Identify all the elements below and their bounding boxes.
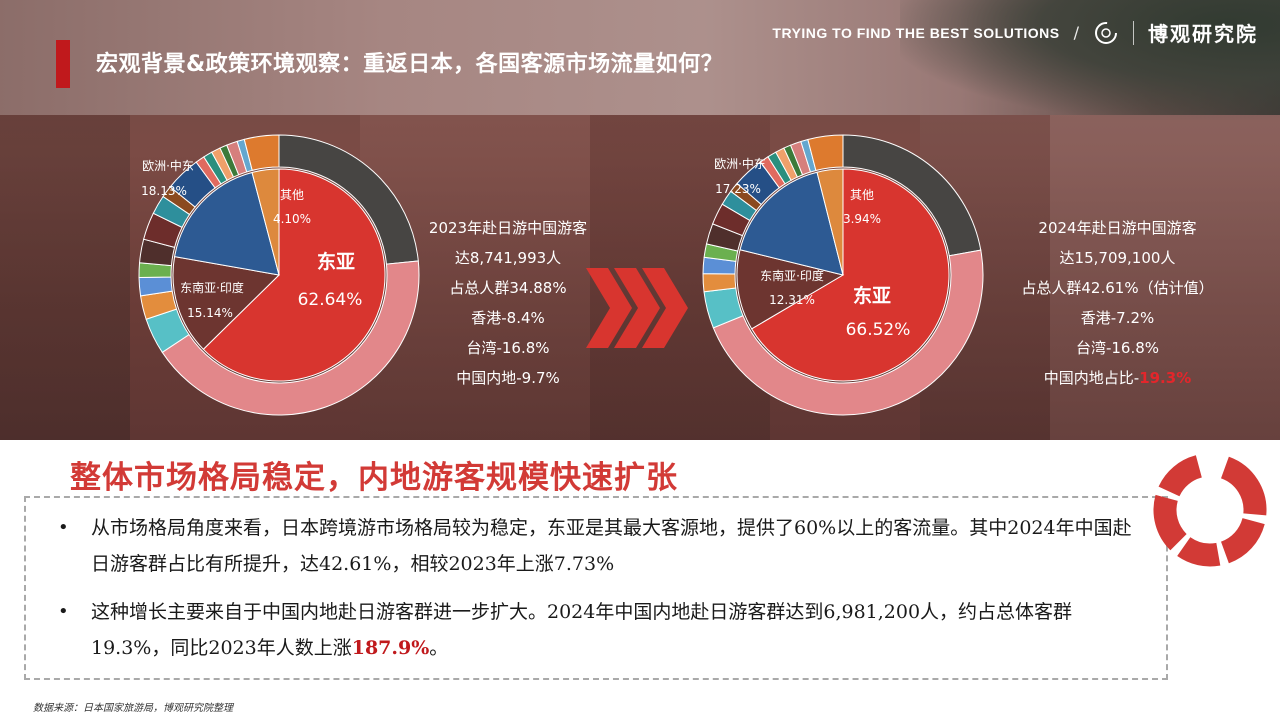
info-2024-line1: 2024年赴日游中国游客 [1038,219,1197,237]
bullet-2-text: 这种增长主要来自于中国内地赴日游客群进一步扩大。2024年中国内地赴日游客群达到… [91,601,1073,659]
pct-dongya-2024: 66.52% [846,320,911,340]
info-2024: 2024年赴日游中国游客 达15,709,100人 占总人群42.61%（估计值… [1000,213,1235,393]
brand-separator: / [1073,23,1079,42]
label-other-2024: 其他 [850,188,874,202]
bullet-2: • 这种增长主要来自于中国内地赴日游客群进一步扩大。2024年中国内地赴日游客群… [58,594,1148,666]
brand-name: 博观研究院 [1148,22,1258,46]
pct-sea-2024: 12.31% [769,293,815,307]
info-2023: 2023年赴日游中国游客 达8,741,993人 占总人群34.88% 香港-8… [408,213,608,393]
info-2023-line3: 占总人群34.88% [449,279,567,297]
info-2024-line3: 占总人群42.61%（估计值） [1021,279,1214,297]
brand-tagline: TRYING TO FIND THE BEST SOLUTIONS [772,24,1060,41]
summary-box [24,496,1168,680]
label-eu-2024: 欧洲·中东 [714,156,766,171]
inner-slice-other [816,168,844,276]
decorative-ring-icon [1153,455,1267,567]
info-2023-line6: 中国内地-9.7% [456,369,560,387]
photo-tile-wave [1050,115,1280,440]
pct-other-2024: 3.94% [843,212,881,226]
pct-sea-2023: 15.14% [187,306,233,320]
inner-slice-eu [174,171,280,276]
pct-eu-2024: 17.23% [715,182,761,196]
mountain-photo [900,0,1280,120]
outer-slice-1 [712,249,984,416]
outer-slice-17 [807,134,844,172]
label-sea-2023: 东南亚·印度 [180,280,244,295]
info-2023-line4: 香港-8.4% [471,309,545,327]
inner-slice-dongya [751,168,950,382]
bullet-marker: • [58,601,69,622]
summary-bullets: • 从市场格局角度来看，日本跨境游市场格局较为稳定，东亚是其最大客源地，提供了6… [58,510,1148,678]
ring-segment-0 [1220,456,1267,516]
info-2024-line2: 达15,709,100人 [1059,249,1176,267]
ring-center [1190,490,1230,530]
ring-segment-1 [1220,518,1265,564]
bullet-1: • 从市场格局角度来看，日本跨境游市场格局较为稳定，东亚是其最大客源地，提供了6… [58,510,1148,582]
photo-tile-pagoda [0,115,130,440]
donut-chart-2023 [138,134,420,416]
info-2024-line6-value: 19.3% [1139,369,1192,387]
inner-slice-eu [739,171,844,276]
chevron-arrows-icon [586,268,688,348]
label-eu-2023: 欧洲·中东 [142,158,194,173]
inner-slice-dongya [202,168,386,382]
info-2024-line5: 台湾-16.8% [1075,339,1160,357]
info-2023-line2: 达8,741,993人 [454,249,562,267]
brand-logo-icon [1093,20,1119,46]
title-accent-bar [56,40,70,88]
page-title: 宏观背景&政策环境观察：重返日本，各国客源市场流量如何？ [96,52,724,77]
section-headline: 整体市场格局稳定，内地游客规模快速扩张 [70,460,678,496]
bullet-marker: • [58,517,69,538]
info-2023-line5: 台湾-16.8% [466,339,550,357]
donut-charts: 东亚 62.64% 其他 4.10% 欧洲·中东 18.13% 东南亚·印度 1… [138,134,984,416]
donut-chart-2024 [702,134,984,416]
label-sea-2024: 东南亚·印度 [760,268,824,283]
pct-dongya-2023: 62.64% [298,290,363,310]
outer-slice-17 [243,134,280,171]
info-2024-line6: 中国内地占比-19.3% [1000,363,1235,393]
info-2024-line6-prefix: 中国内地占比- [1043,369,1140,387]
label-other-2023: 其他 [280,188,304,202]
label-dongya-2024: 东亚 [853,284,891,307]
inner-slice-other [251,168,280,276]
info-2023-line1: 2023年赴日游中国游客 [428,219,588,237]
bullet-2-suffix: 。 [429,637,449,659]
ring-segment-3 [1153,494,1187,551]
label-dongya-2023: 东亚 [317,250,355,273]
pct-other-2023: 4.10% [273,212,311,226]
ring-segment-4 [1158,455,1202,497]
bullet-1-text: 从市场格局角度来看，日本跨境游市场格局较为稳定，东亚是其最大客源地，提供了60%… [91,517,1132,575]
brand-header: TRYING TO FIND THE BEST SOLUTIONS / 博观研究… [772,18,1258,47]
bullet-2-highlight: 187.9% [351,637,430,659]
inner-slice-sea [736,249,845,330]
inner-slice-sea [172,255,281,350]
pct-eu-2023: 18.13% [141,184,187,198]
brand-divider [1133,20,1134,45]
ring-segment-2 [1177,537,1221,567]
info-2024-line4: 香港-7.2% [1080,309,1155,327]
data-source: 数据来源：日本国家旅游局，博观研究院整理 [33,703,233,714]
